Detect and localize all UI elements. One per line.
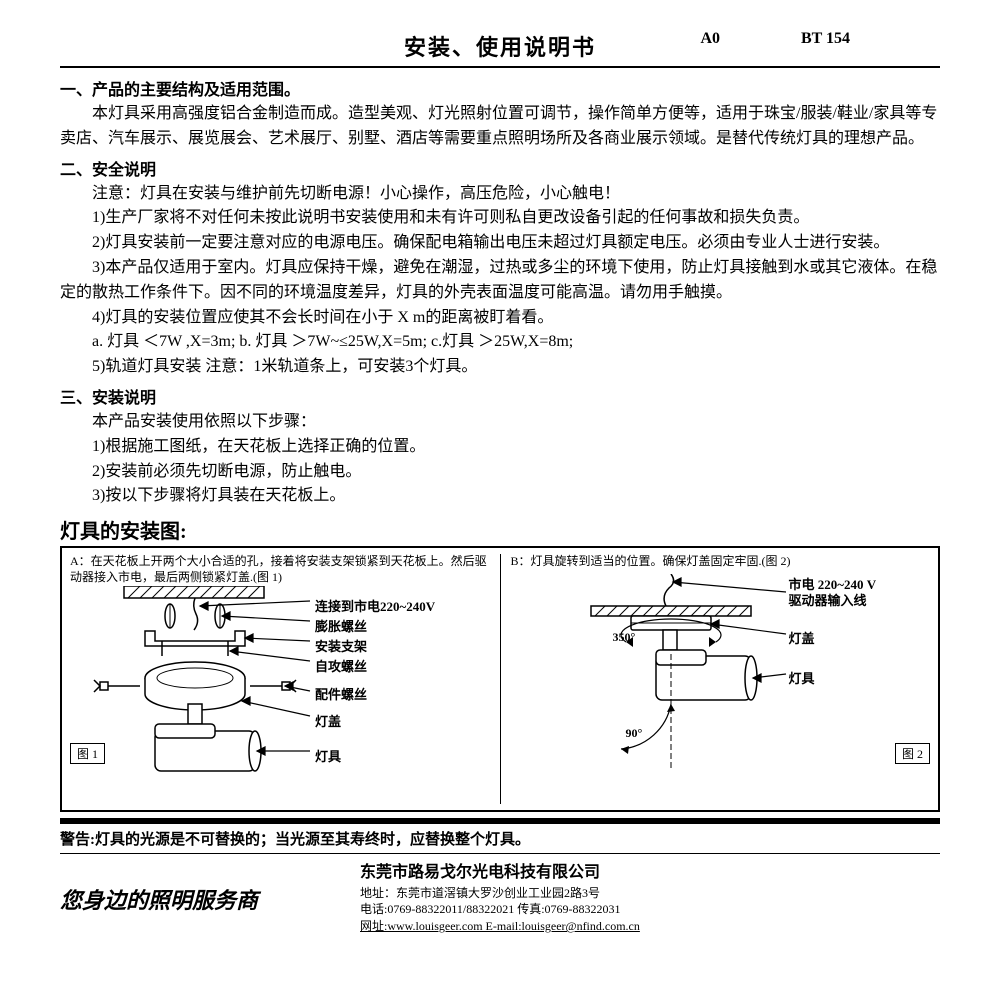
section2-title: 二、安全说明: [60, 156, 940, 180]
section2-p4: 4)灯具的安装位置应使其不会长时间在小于 X m的距离被盯着看。: [60, 306, 940, 331]
section1-title: 一、产品的主要结构及适用范围。: [60, 76, 940, 100]
label-cover-b: 灯盖: [789, 628, 815, 647]
label-cover-a: 灯盖: [315, 711, 341, 730]
footer-rule: [60, 853, 940, 854]
label-bracket: 安装支架: [315, 636, 367, 655]
label-lamp-a: 灯具: [315, 746, 341, 765]
section2-p5: 5)轨道灯具安装 注意：1米轨道条上，可安装3个灯具。: [60, 355, 940, 380]
section3-p1: 1)根据施工图纸，在天花板上选择正确的位置。: [60, 435, 940, 460]
fig2-label: 图 2: [895, 743, 930, 764]
doc-code-bt: BT 154: [801, 30, 850, 48]
section2-p4a: a. 灯具 ＜7W ,X=3m; b. 灯具 ＞7W~≤25W,X=5m; c.…: [60, 330, 940, 355]
rotation-90: 90°: [626, 726, 643, 741]
rotation-350: 350°: [613, 630, 636, 645]
section2-p1: 1)生产厂家将不对任何未按此说明书安装使用和未有许可则私自更改设备引起的任何事故…: [60, 206, 940, 231]
diagram-panel-b: B：灯具旋转到适当的位置。确保灯盖固定牢固.(图 2): [511, 554, 931, 804]
footer: 您身边的照明服务商 东莞市路易戈尔光电科技有限公司 地址：东莞市道滘镇大罗沙创业…: [60, 862, 940, 935]
company-tel: 电话:0769-88322011/88322021 传真:0769-883220…: [360, 901, 940, 918]
section2-note: 注意：灯具在安装与维护前先切断电源！小心操作，高压危险，小心触电！: [60, 182, 940, 207]
panel-a-caption: A：在天花板上开两个大小合适的孔，接着将安装支架锁紧到天花板上。然后驱动器接入市…: [70, 554, 490, 585]
diagram-title: 灯具的安装图:: [60, 515, 940, 544]
section3-p0: 本产品安装使用依照以下步骤：: [60, 410, 940, 435]
label-self-tap-screw: 自攻螺丝: [315, 656, 367, 675]
section3-p2: 2)安装前必须先切断电源，防止触电。: [60, 460, 940, 485]
diagram-a-svg: [70, 586, 500, 791]
company-block: 东莞市路易戈尔光电科技有限公司 地址：东莞市道滘镇大罗沙创业工业园2路3号 电话…: [360, 862, 940, 935]
label-expansion-screw: 膨胀螺丝: [315, 616, 367, 635]
section3-p3: 3)按以下步骤将灯具装在天花板上。: [60, 484, 940, 509]
diagram-box: A：在天花板上开两个大小合适的孔，接着将安装支架锁紧到天花板上。然后驱动器接入市…: [60, 546, 940, 812]
fig1-label: 图 1: [70, 743, 105, 764]
label-driver-wire: 驱动器输入线: [789, 590, 867, 609]
slogan: 您身边的照明服务商: [60, 883, 340, 915]
black-bar: [60, 818, 940, 824]
section3-title: 三、安装说明: [60, 384, 940, 408]
header-rule: [60, 66, 940, 68]
section1-p1: 本灯具采用高强度铝合金制造而成。造型美观、灯光照射位置可调节，操作简单方便等，适…: [60, 102, 940, 152]
doc-header: 安装、使用说明书 A0 BT 154: [60, 30, 940, 62]
company-name: 东莞市路易戈尔光电科技有限公司: [360, 862, 940, 884]
company-address: 地址：东莞市道滘镇大罗沙创业工业园2路3号: [360, 885, 940, 902]
company-web: 网址:www.louisgeer.com E-mail:louisgeer@nf…: [360, 918, 940, 935]
label-fitting-screw: 配件螺丝: [315, 684, 367, 703]
panel-b-caption: B：灯具旋转到适当的位置。确保灯盖固定牢固.(图 2): [511, 554, 931, 570]
label-lamp-b: 灯具: [789, 668, 815, 687]
doc-title: 安装、使用说明书: [404, 30, 596, 62]
diagram-panel-a: A：在天花板上开两个大小合适的孔，接着将安装支架锁紧到天花板上。然后驱动器接入市…: [70, 554, 490, 804]
section2-p3: 3)本产品仅适用于室内。灯具应保持干燥，避免在潮湿，过热或多尘的环境下使用，防止…: [60, 256, 940, 306]
doc-code-a0: A0: [700, 30, 720, 48]
section2-p2: 2)灯具安装前一定要注意对应的电源电压。确保配电箱输出电压未超过灯具额定电压。必…: [60, 231, 940, 256]
warning-text: 警告:灯具的光源是不可替换的；当光源至其寿终时，应替换整个灯具。: [60, 828, 940, 849]
label-mains: 连接到市电220~240V: [315, 596, 435, 615]
diagram-b-svg: [511, 574, 931, 784]
